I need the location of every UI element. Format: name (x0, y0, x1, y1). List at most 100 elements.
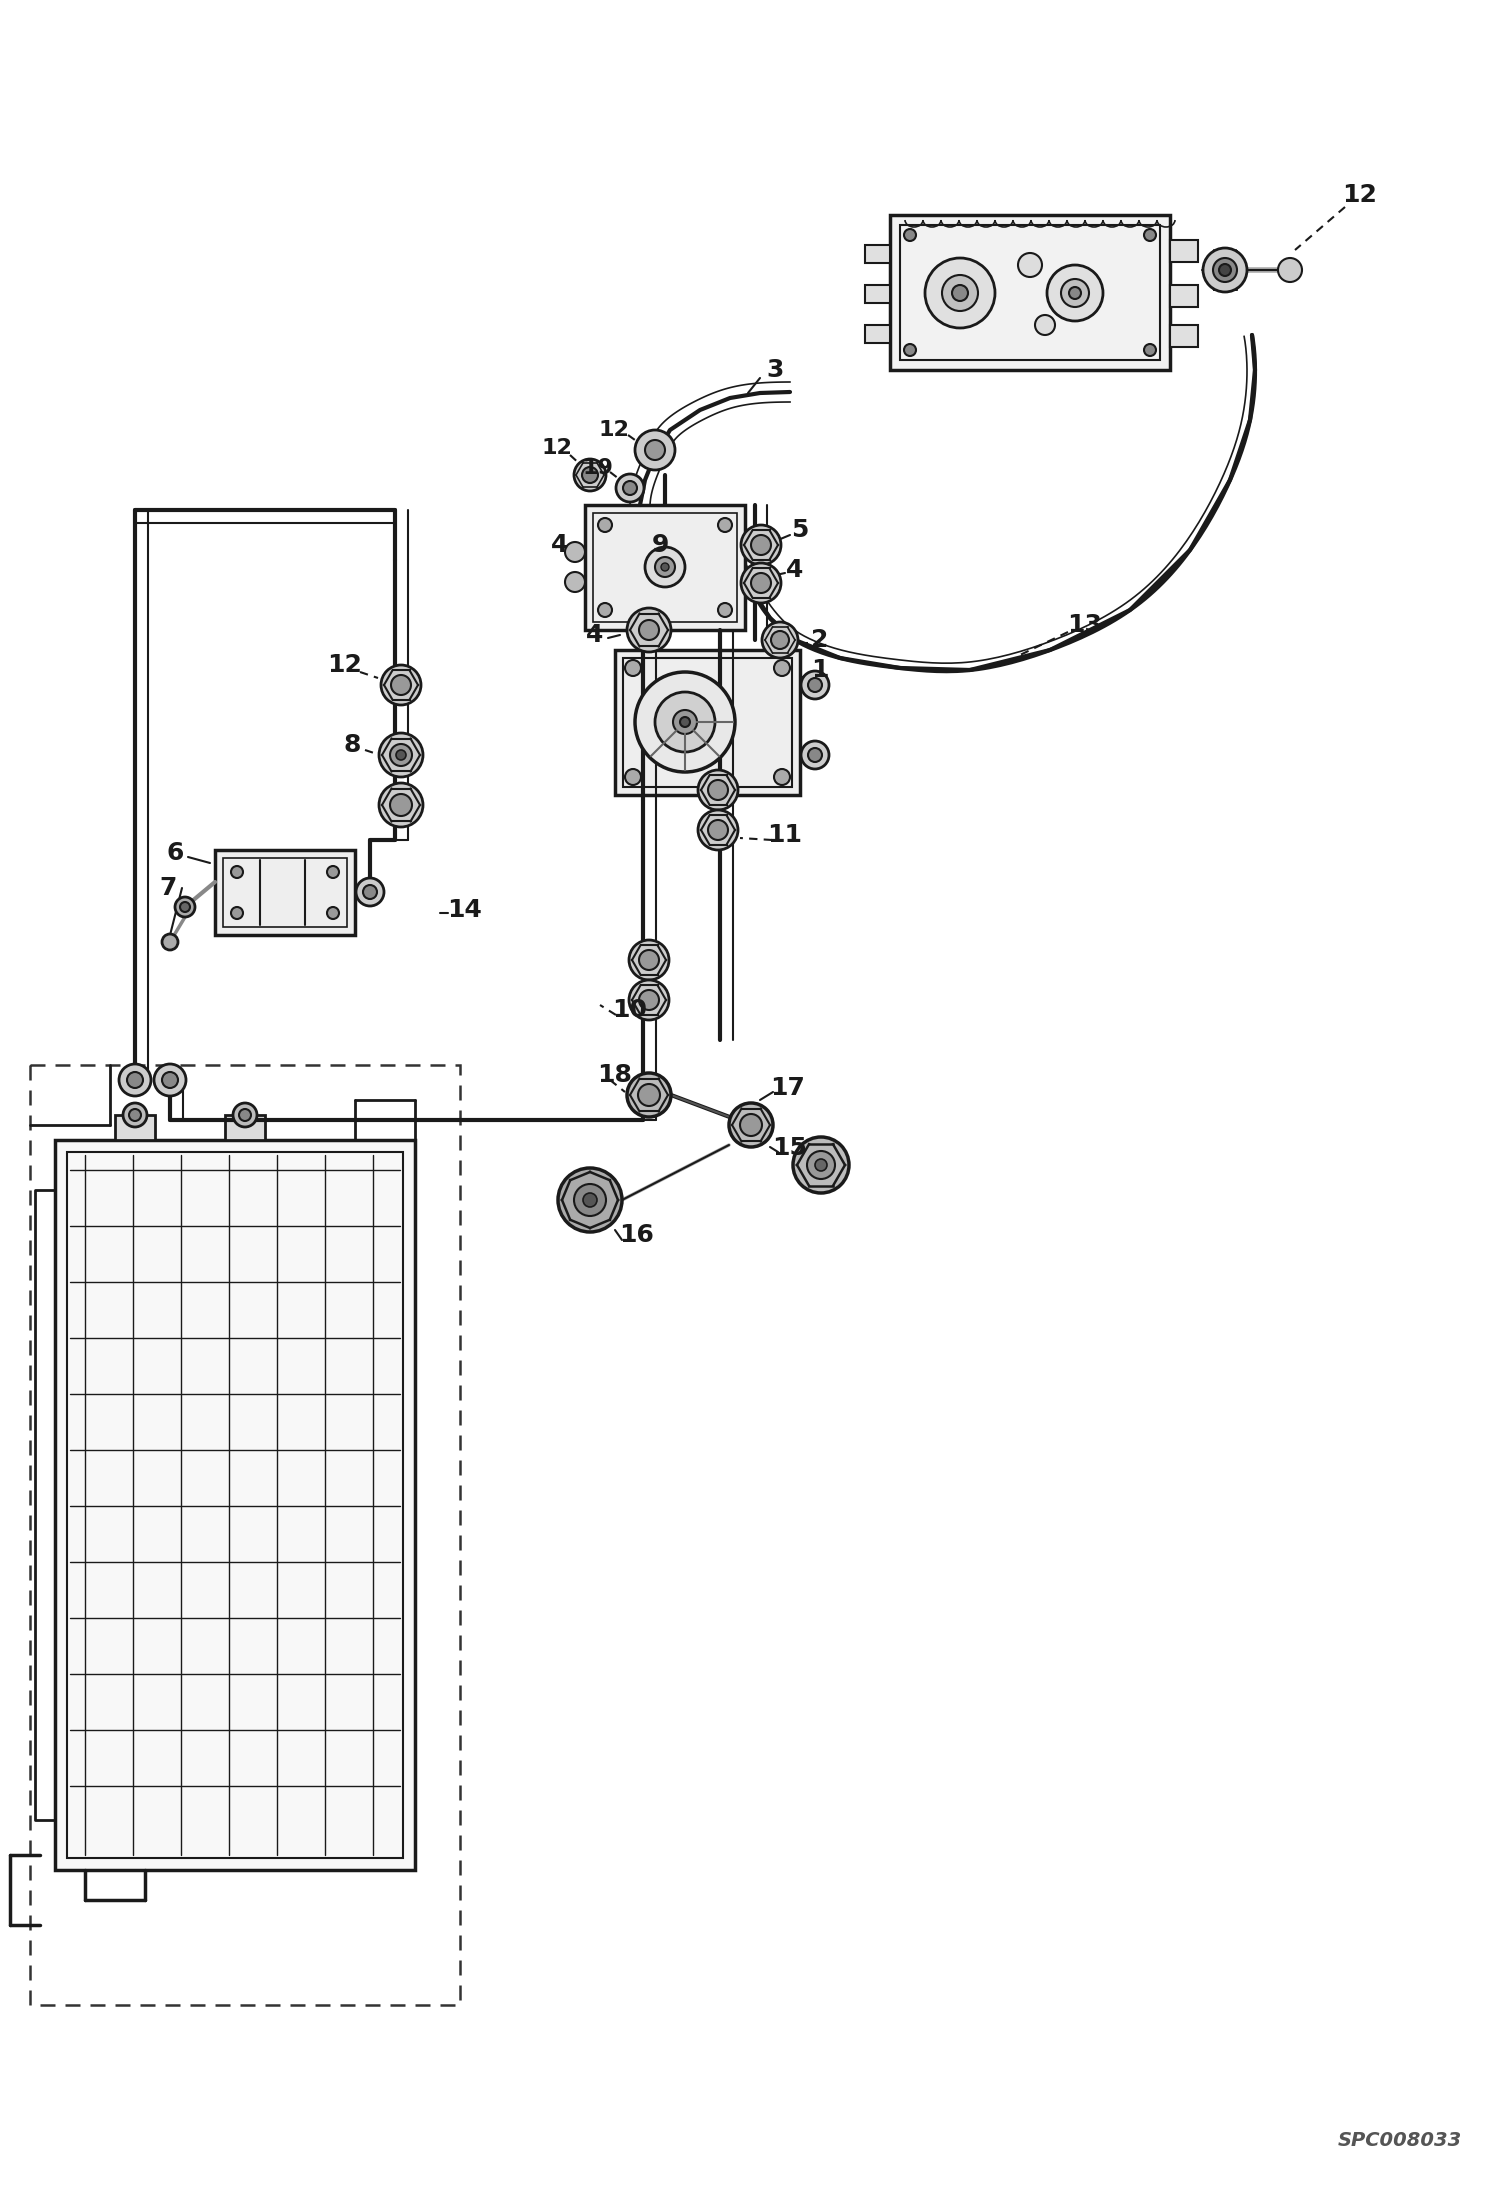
Circle shape (1213, 259, 1237, 283)
Bar (593, 513, 737, 623)
Circle shape (1219, 263, 1231, 276)
Circle shape (1144, 344, 1156, 355)
Circle shape (379, 783, 422, 827)
Circle shape (646, 441, 665, 461)
Circle shape (924, 259, 995, 327)
Circle shape (640, 950, 659, 970)
Circle shape (625, 770, 641, 785)
Text: 6: 6 (166, 840, 184, 864)
Circle shape (698, 770, 739, 810)
Text: 12: 12 (328, 654, 363, 678)
Circle shape (807, 1152, 834, 1178)
Circle shape (363, 884, 377, 900)
Text: 14: 14 (448, 897, 482, 921)
Text: 4: 4 (786, 557, 804, 581)
Circle shape (635, 671, 736, 772)
Bar (900, 226, 1159, 360)
Circle shape (742, 524, 780, 566)
Circle shape (327, 867, 339, 878)
Text: 15: 15 (773, 1136, 807, 1161)
Circle shape (625, 660, 641, 676)
Circle shape (655, 691, 715, 753)
Circle shape (740, 1115, 762, 1136)
Circle shape (574, 1185, 607, 1215)
Bar (67, 1152, 403, 1858)
Text: 1: 1 (812, 658, 828, 682)
Circle shape (903, 228, 915, 241)
Circle shape (815, 1158, 827, 1172)
Circle shape (380, 665, 421, 704)
Bar (864, 325, 890, 342)
Bar (864, 246, 890, 263)
Text: 5: 5 (791, 518, 809, 542)
Circle shape (234, 1104, 258, 1128)
Circle shape (557, 1167, 622, 1233)
Circle shape (180, 902, 190, 913)
Circle shape (1070, 287, 1082, 298)
Circle shape (162, 935, 178, 950)
Text: 9: 9 (652, 533, 668, 557)
Text: 12: 12 (1342, 182, 1378, 206)
Circle shape (903, 344, 915, 355)
Text: 11: 11 (767, 823, 803, 847)
Circle shape (583, 1194, 598, 1207)
Circle shape (661, 564, 670, 570)
Circle shape (616, 474, 644, 502)
Bar (623, 658, 792, 788)
Text: 12: 12 (542, 439, 572, 459)
Text: 12: 12 (599, 419, 629, 441)
Circle shape (389, 744, 412, 766)
Circle shape (807, 748, 822, 761)
Circle shape (801, 742, 828, 770)
Circle shape (1019, 252, 1043, 276)
Circle shape (718, 518, 733, 531)
Circle shape (565, 542, 586, 562)
Circle shape (774, 770, 789, 785)
Circle shape (635, 430, 676, 470)
Circle shape (1047, 265, 1103, 320)
Circle shape (129, 1108, 141, 1121)
Circle shape (718, 603, 733, 617)
Circle shape (583, 467, 598, 483)
Circle shape (801, 671, 828, 700)
Circle shape (1144, 228, 1156, 241)
Bar (586, 505, 745, 630)
Circle shape (240, 1108, 252, 1121)
Bar (223, 858, 348, 928)
Circle shape (327, 906, 339, 919)
Text: 7: 7 (159, 875, 177, 900)
Text: 16: 16 (620, 1222, 655, 1246)
Circle shape (640, 621, 659, 641)
Circle shape (646, 546, 685, 588)
Circle shape (162, 1073, 178, 1088)
Text: 13: 13 (1068, 612, 1103, 636)
Circle shape (942, 274, 978, 312)
Text: 3: 3 (767, 358, 783, 382)
Bar (864, 285, 890, 303)
Bar (1170, 285, 1198, 307)
Circle shape (389, 794, 412, 816)
Text: 10: 10 (613, 998, 647, 1022)
Bar (115, 1115, 154, 1141)
Bar (616, 649, 800, 794)
Text: 19: 19 (583, 459, 614, 478)
Circle shape (127, 1073, 142, 1088)
Bar (225, 1115, 265, 1141)
Text: 4: 4 (586, 623, 604, 647)
Text: 8: 8 (343, 733, 361, 757)
Text: SPC008033: SPC008033 (1338, 2130, 1462, 2150)
Circle shape (118, 1064, 151, 1097)
Circle shape (750, 573, 771, 592)
Circle shape (175, 897, 195, 917)
Text: 4: 4 (551, 533, 569, 557)
Circle shape (698, 810, 739, 849)
Bar (55, 1141, 415, 1869)
Circle shape (565, 573, 586, 592)
Circle shape (154, 1064, 186, 1097)
Circle shape (655, 557, 676, 577)
Circle shape (628, 608, 671, 652)
Circle shape (123, 1104, 147, 1128)
Circle shape (709, 821, 728, 840)
Circle shape (750, 535, 771, 555)
Circle shape (1035, 316, 1055, 336)
